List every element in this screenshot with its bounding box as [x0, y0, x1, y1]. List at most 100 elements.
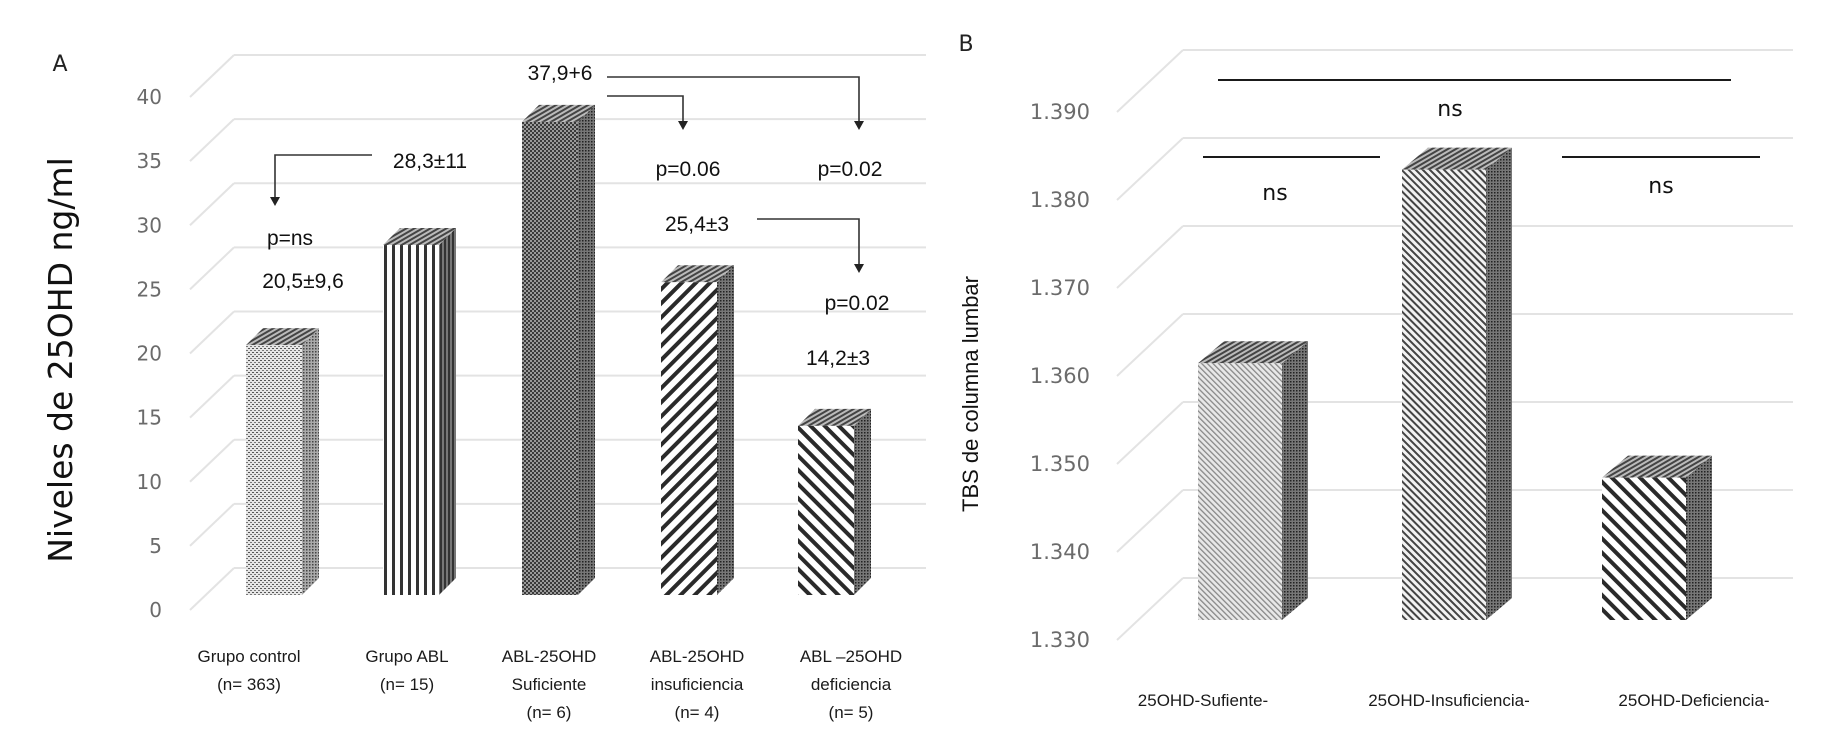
y-tick-label: 40: [137, 85, 162, 109]
p-value-insuficiencia-vs-deficiencia: p=0.02: [825, 292, 890, 315]
gridline-diagonal: [189, 182, 235, 226]
y-tick-label: 20: [137, 342, 162, 366]
x-tick-label-line: (n= 15): [380, 675, 434, 694]
value-label-grupo-abl: 28,3±11: [393, 150, 467, 173]
panel-a-annotations: 20,5±9,6 28,3±11 37,9+6 25,4±3 14,2±3 p=…: [262, 62, 889, 370]
p-value-suficiente-vs-deficiencia: p=0.02: [818, 158, 883, 181]
gridline-diagonal: [189, 567, 235, 611]
bar-abl-25ohd-insuficiencia-n-4: [661, 265, 734, 595]
y-tick-label: 30: [137, 213, 162, 237]
x-tick-label: Grupo ABL (n= 15): [365, 647, 448, 694]
x-tick-label-line: 25OHD-Insuficiencia-: [1368, 691, 1530, 710]
bar-side-face: [1686, 455, 1712, 620]
gridline-diagonal: [189, 439, 235, 483]
x-tick-label-line: ABL-25OHD: [650, 647, 744, 666]
x-tick-label-line: ABL-25OHD: [502, 647, 596, 666]
bar-side-face: [1282, 341, 1308, 620]
gridline-diagonal: [189, 503, 235, 547]
x-tick-label: ABL-25OHD insuficiencia (n= 4): [650, 647, 744, 722]
y-tick-label: 1.340: [1030, 540, 1090, 564]
x-tick-label-line: (n= 4): [675, 703, 720, 722]
bar-front-face: [661, 282, 717, 595]
x-tick-label-line: Grupo control: [198, 647, 301, 666]
x-tick-label-line: (n= 6): [527, 703, 572, 722]
p-value-control-vs-abl: p=ns: [267, 227, 313, 250]
gridline-diagonal: [1116, 225, 1184, 289]
bar-25ohd-sufiente: [1198, 341, 1308, 620]
x-tick-label-line: ABL –25OHD: [800, 647, 902, 666]
gridline-diagonal: [1116, 137, 1184, 201]
value-label-deficiencia: 14,2±3: [806, 347, 870, 370]
bar-top-face: [1602, 455, 1712, 478]
gridline-diagonal: [189, 310, 235, 355]
y-tick-label: 1.380: [1030, 188, 1090, 212]
x-tick-label-line: (n= 5): [829, 703, 874, 722]
x-tick-label-line: (n= 363): [217, 675, 281, 694]
bar-grupo-control-n-363: [246, 328, 319, 595]
p-value-suficiente-vs-insuficiencia: p=0.06: [656, 158, 721, 181]
bar-abl-25ohd-suficiente-n-6: [522, 104, 595, 596]
ns-label-sufiente-deficiencia: ns: [1437, 97, 1462, 122]
ns-label-insuficiencia-deficiencia: ns: [1648, 174, 1673, 199]
panel-a-y-axis-title: Niveles de 25OHD ng/ml: [41, 157, 80, 563]
value-label-insuficiencia: 25,4±3: [665, 213, 729, 236]
bar-top-face: [1402, 147, 1512, 170]
y-tick-label: 15: [137, 406, 162, 430]
bar-25ohd-insuficiencia: [1402, 147, 1512, 620]
arrow-head-icon: [270, 197, 280, 206]
x-tick-label-line: 25OHD-Sufiente-: [1138, 691, 1268, 710]
panel-b-y-ticks: 1.330 1.340 1.350 1.360 1.370 1.380 1.390: [1030, 100, 1090, 652]
y-tick-label: 1.350: [1030, 452, 1090, 476]
y-tick-label: 1.330: [1030, 628, 1090, 652]
panel-a: A Niveles de 25OHD ng/ml 0 5 10 15 20 25 30 35 4…: [41, 52, 926, 722]
gridline-diagonal: [1116, 577, 1184, 641]
bar-front-face: [798, 425, 854, 595]
panel-a-x-labels: Grupo control (n= 363) Grupo ABL (n= 15) ABL…: [198, 647, 903, 722]
bar-front-face: [1198, 363, 1282, 620]
panel-b-x-labels: 25OHD-Sufiente- 25OHD-Insuficiencia- 25OHD…: [1138, 691, 1770, 710]
connector-control-abl: [274, 154, 372, 198]
bar-grupo-abl-n-15: [383, 228, 456, 596]
gridline-diagonal: [189, 118, 235, 162]
x-tick-label: Grupo control (n= 363): [198, 647, 301, 694]
value-label-grupo-control: 20,5±9,6: [262, 270, 344, 293]
x-tick-label-line: Grupo ABL: [365, 647, 448, 666]
y-tick-label: 1.370: [1030, 276, 1090, 300]
x-tick-label-line: 25OHD-Deficiencia-: [1618, 691, 1769, 710]
bar-top-face: [522, 104, 595, 122]
x-tick-label: ABL –25OHD deficiencia (n= 5): [800, 647, 902, 722]
x-tick-label: ABL-25OHD Suficiente (n= 6): [502, 647, 596, 722]
panel-a-label: A: [52, 52, 67, 77]
bar-front-face: [383, 245, 439, 596]
bar-side-face: [578, 104, 595, 596]
panel-a-bars: [246, 104, 871, 596]
x-tick-label: 25OHD-Deficiencia-: [1618, 691, 1769, 710]
x-tick-label-line: deficiencia: [811, 675, 892, 694]
gridline-diagonal: [1116, 489, 1184, 553]
value-label-suficiente: 37,9+6: [528, 62, 593, 85]
y-tick-label: 5: [149, 534, 162, 558]
y-tick-label: 10: [137, 470, 162, 494]
y-tick-label: 0: [149, 598, 162, 622]
panel-b-bars: [1198, 147, 1712, 620]
bar-side-face: [1486, 147, 1512, 620]
x-tick-label-line: Suficiente: [512, 675, 587, 694]
bar-side-face: [854, 408, 871, 595]
y-tick-label: 1.390: [1030, 100, 1090, 124]
y-tick-label: 25: [137, 277, 162, 301]
gridline-diagonal: [189, 54, 235, 98]
gridline-diagonal: [189, 374, 235, 419]
bar-abl-25ohd-deficiencia-n-5: [798, 408, 871, 595]
bar-front-face: [1402, 169, 1486, 620]
connector-suficiente-insuficiencia: [607, 95, 684, 122]
bar-side-face: [439, 228, 456, 596]
y-tick-label: 35: [137, 149, 162, 173]
gridline-diagonal: [189, 246, 235, 291]
bar-front-face: [1602, 477, 1686, 620]
bar-top-face: [661, 265, 734, 283]
bar-top-face: [1198, 341, 1308, 364]
x-tick-label: 25OHD-Insuficiencia-: [1368, 691, 1530, 710]
gridline-diagonal: [1116, 401, 1184, 465]
panel-a-y-ticks: 0 5 10 15 20 25 30 35 40: [137, 85, 162, 622]
